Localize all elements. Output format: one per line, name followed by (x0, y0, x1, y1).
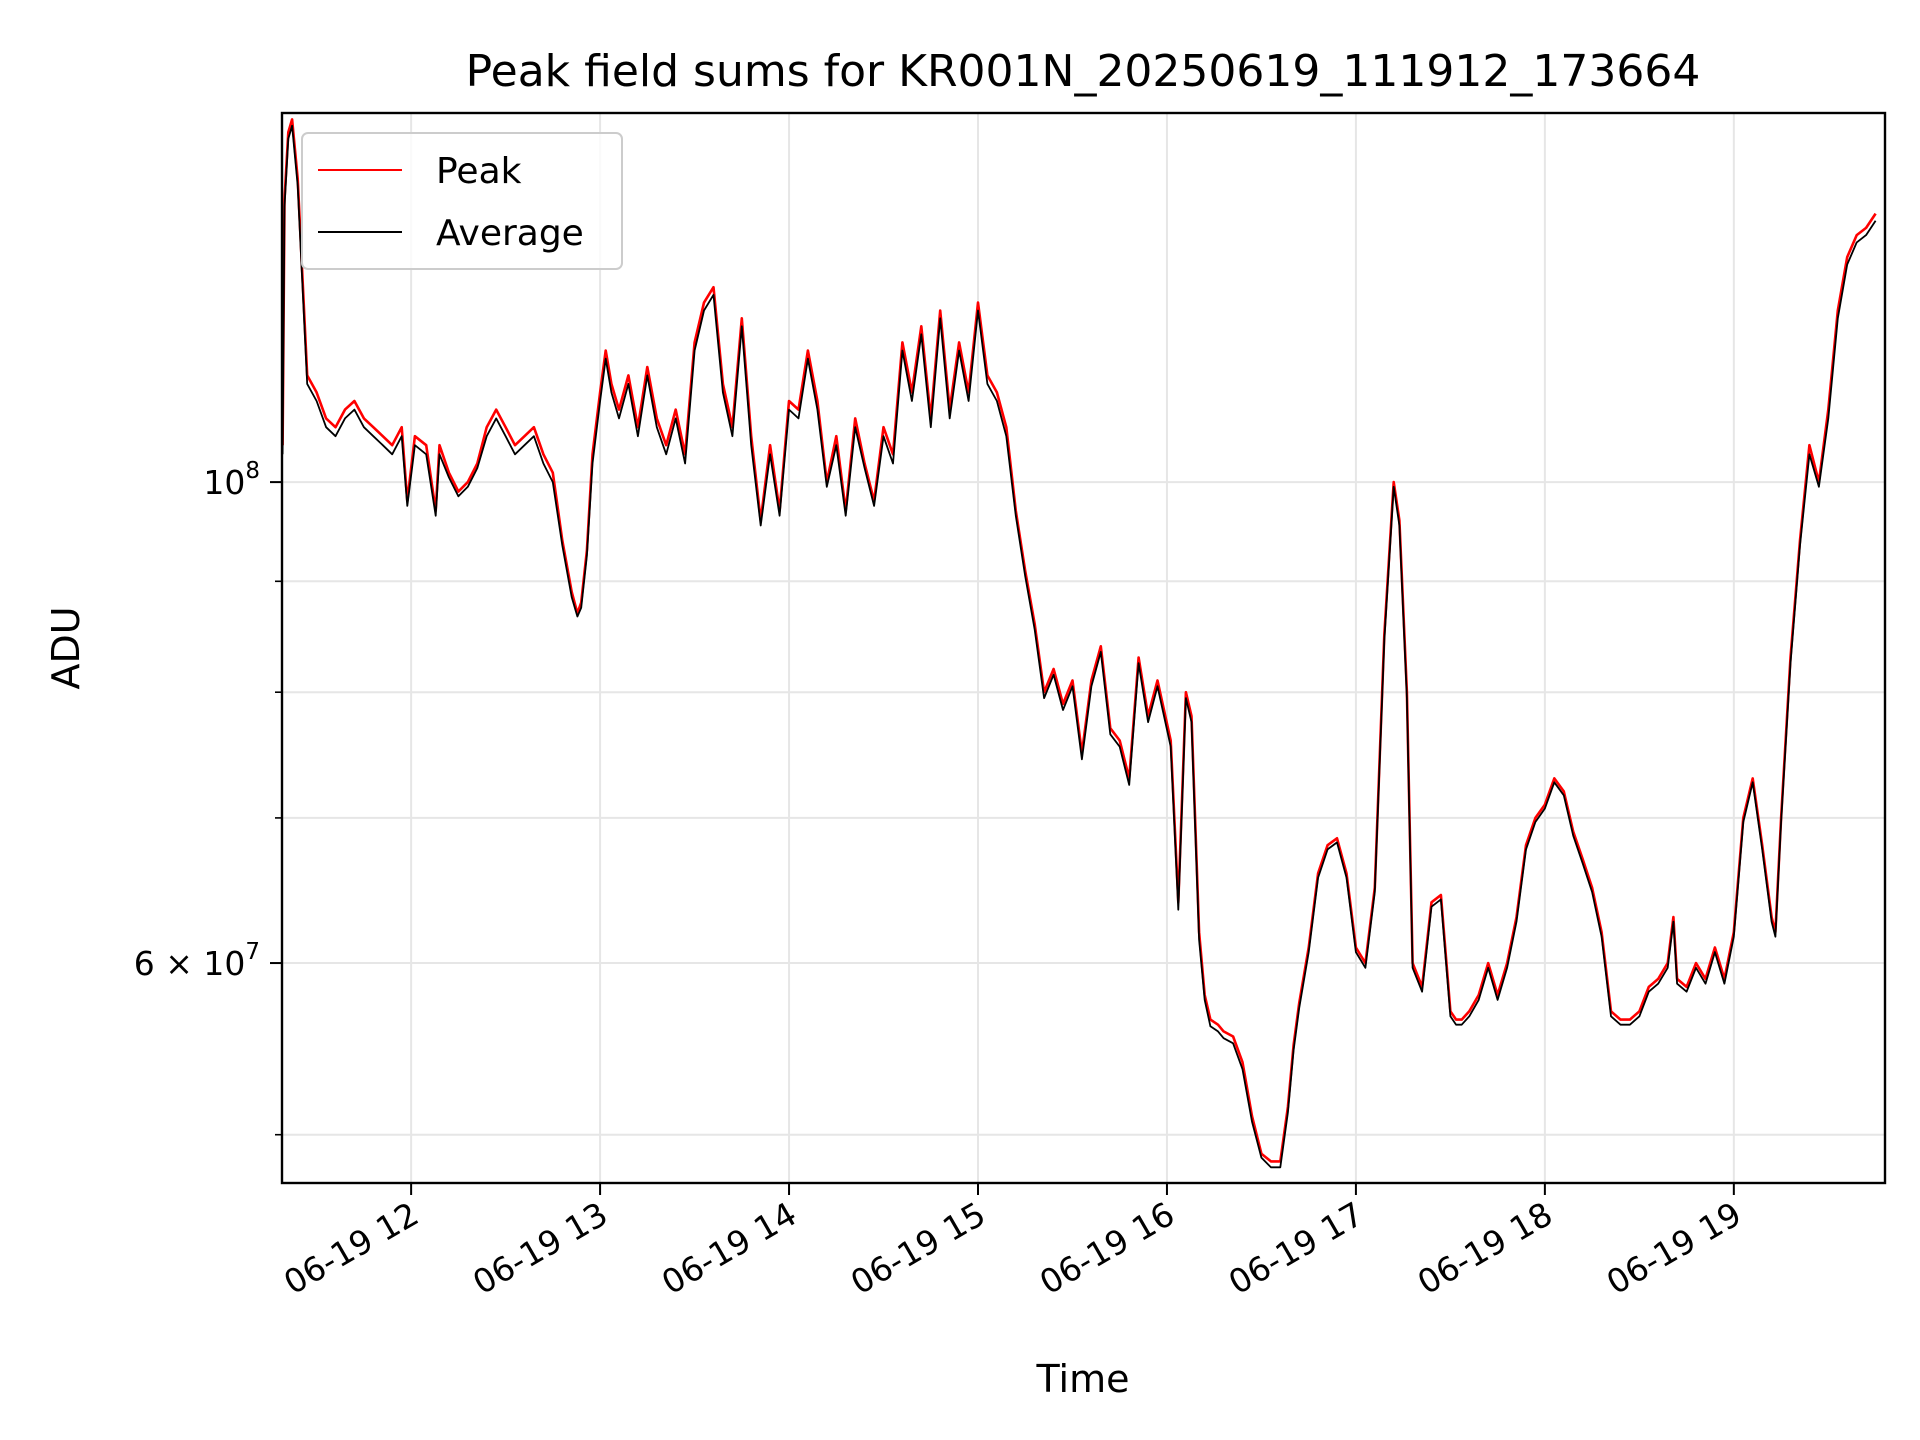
grid (282, 113, 1885, 1183)
y-axis: 108 6 × 107 (134, 458, 282, 1136)
legend-label-average: Average (436, 213, 584, 254)
y-tick-label: 6 × 107 (134, 939, 260, 983)
x-axis-label: Time (1036, 1357, 1130, 1401)
chart-title: Peak field sums for KR001N_20250619_1119… (466, 46, 1701, 97)
y-axis-label: ADU (44, 606, 88, 689)
y-tick-label-base: 6 × 10 (134, 944, 246, 983)
series-layer (282, 118, 1877, 1169)
y-tick-label-exponent: 8 (245, 458, 260, 484)
series-line-average (282, 124, 1877, 1169)
plot-frame (280, 111, 1887, 1185)
y-tick-label-base: 10 (203, 463, 245, 502)
legend-box (301, 132, 623, 270)
legend: Peak Average (301, 132, 623, 270)
y-tick-label: 108 (203, 458, 260, 502)
legend-label-peak: Peak (436, 151, 522, 192)
y-tick-label-exponent: 7 (245, 939, 260, 965)
